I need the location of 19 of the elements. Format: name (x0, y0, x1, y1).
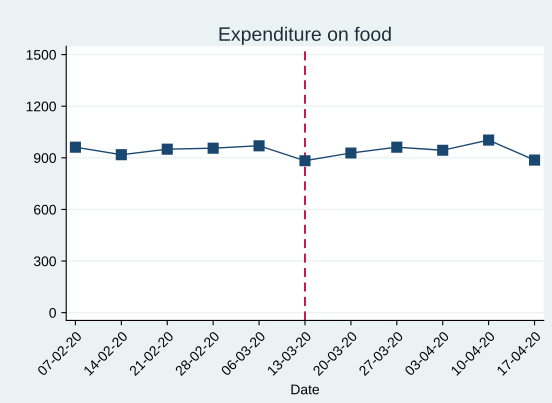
point (254, 140, 265, 152)
point (299, 155, 311, 166)
point (208, 142, 219, 154)
point (70, 142, 81, 153)
point (391, 142, 402, 153)
y-tick-label: 600 (34, 204, 56, 215)
point (483, 134, 494, 146)
point (116, 149, 127, 160)
y-tick-label: 0 (49, 308, 56, 318)
point (345, 147, 356, 159)
y-tick-label: 300 (34, 256, 56, 266)
point (528, 154, 540, 166)
point (437, 144, 448, 156)
y-tick-label: 900 (34, 153, 56, 163)
x-axis-title: Date (291, 384, 320, 394)
y-tick-label: 1200 (26, 102, 56, 112)
chart-title: Expenditure on food (220, 26, 391, 45)
y-tick-label: 1500 (26, 50, 56, 60)
point (162, 144, 173, 155)
